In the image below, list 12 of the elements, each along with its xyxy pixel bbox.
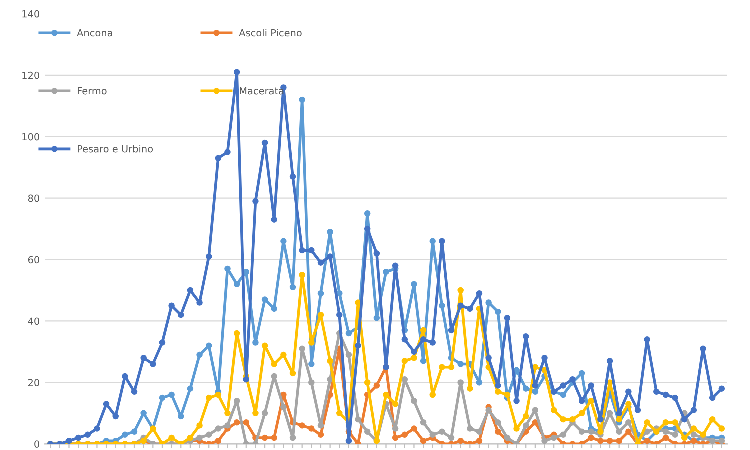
legend-label: Ancona <box>77 29 112 37</box>
legend-label: Pesaro e Urbino <box>78 145 154 153</box>
y-tick-label: 120 <box>22 72 40 80</box>
y-tick-label: 40 <box>28 318 40 326</box>
y-tick-label: 100 <box>22 133 40 141</box>
y-tick-label: 60 <box>28 256 40 264</box>
y-tick-label: 20 <box>28 379 40 387</box>
y-tick-label: 80 <box>28 194 40 202</box>
y-tick-label: 0 <box>34 440 40 448</box>
legend-label: Ascoli Piceno <box>239 29 302 37</box>
y-tick-label: 140 <box>22 10 40 18</box>
legend-label: Fermo <box>78 87 107 95</box>
